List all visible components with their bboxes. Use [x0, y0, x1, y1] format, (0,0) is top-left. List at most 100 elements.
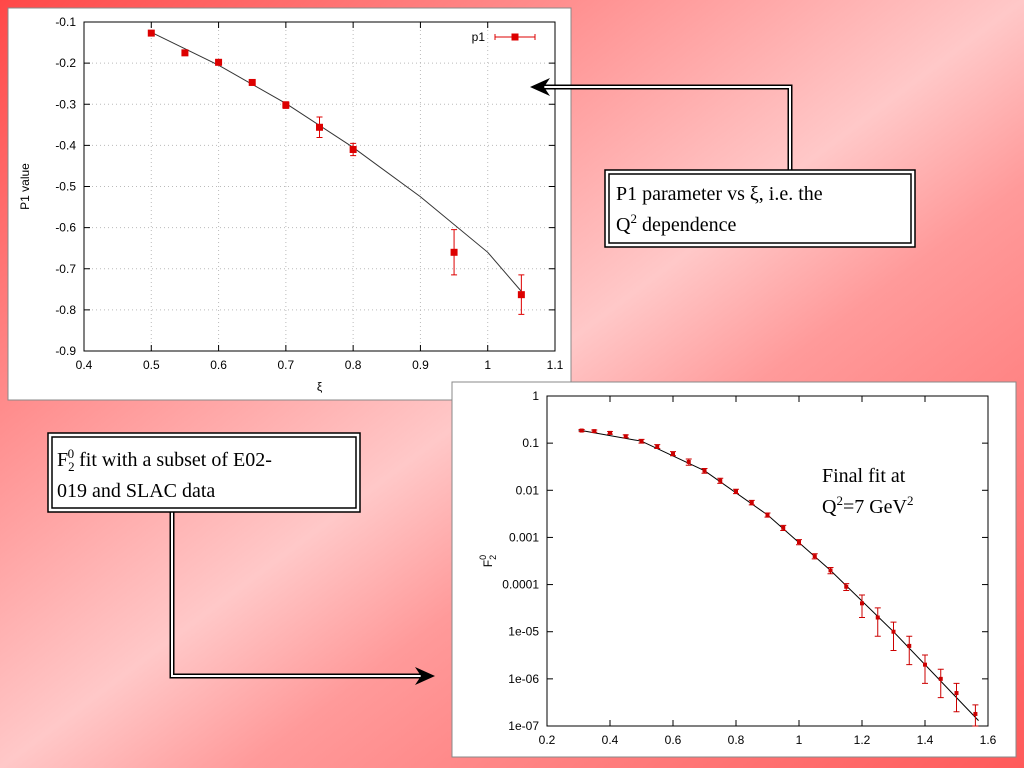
data-point	[875, 615, 880, 620]
plot-frame	[546, 395, 989, 727]
chart2-panel	[451, 381, 1017, 758]
data-point	[907, 643, 912, 648]
y-tick-label: 1e-07	[508, 719, 539, 733]
y-axis-label: P1 value	[18, 163, 32, 210]
arrow-2	[169, 512, 435, 685]
arrow-1	[530, 78, 793, 170]
x-tick-label: 0.5	[143, 358, 160, 372]
y-tick-label: -0.8	[55, 303, 76, 317]
x-tick-label: 0.6	[665, 733, 682, 747]
x-tick-label: 1.1	[547, 358, 564, 372]
note-text: P1 parameter vs ξ, i.e. the	[616, 183, 823, 205]
charts: -0.9 -0.8 -0.7 -0.6 -0.5 -0.4 -0.3 -0.2 -0.1 0.4 0…	[18, 15, 997, 747]
data-point	[671, 451, 675, 456]
y-tick-label: 0.01	[516, 483, 540, 497]
data-point	[248, 78, 256, 86]
y-tick-label: -0.3	[55, 97, 76, 111]
data-point	[860, 601, 864, 606]
data-point	[316, 123, 323, 131]
error-bar	[859, 594, 865, 619]
data-point	[215, 58, 223, 66]
data-point	[781, 525, 786, 530]
data-point	[450, 248, 458, 256]
data-point	[282, 101, 290, 109]
final-fit-note: Final fit at Q2=7 GeV2	[822, 465, 914, 518]
x-tick-label: 0.9	[412, 358, 429, 372]
data-point	[734, 489, 738, 494]
data-point	[797, 539, 801, 544]
y-tick-label: -0.1	[55, 15, 76, 29]
x-tick-label: 1.4	[917, 733, 934, 747]
data-point	[181, 49, 189, 57]
error-bar	[890, 621, 897, 651]
data-point	[954, 691, 959, 696]
data-point	[828, 568, 833, 573]
y-tick-label: -0.6	[55, 221, 76, 235]
y-tick-label: -0.2	[55, 56, 76, 70]
y-tick-label: -0.5	[55, 180, 76, 194]
data-point	[844, 584, 849, 589]
x-tick-label: 1.2	[854, 733, 871, 747]
data-point	[623, 434, 628, 439]
y-tick-label: 1e-05	[508, 625, 539, 639]
data-point	[765, 512, 770, 517]
x-tick-label: 0.6	[210, 358, 227, 372]
y-tick-label: 1	[532, 389, 539, 403]
data-point	[147, 29, 155, 37]
x-tick-label: 0.7	[278, 358, 295, 372]
data-point	[973, 711, 978, 716]
data-point	[749, 500, 754, 505]
note-text: 019 and SLAC data	[57, 480, 215, 502]
x-tick-label: 0.2	[539, 733, 556, 747]
x-tick-label: 1.6	[980, 733, 997, 747]
legend-symbol	[511, 33, 519, 41]
y-tick-label: 1e-06	[508, 672, 539, 686]
legend-label: p1	[472, 30, 486, 44]
x-tick-label: 1	[484, 358, 491, 372]
y-tick-label: 0.1	[522, 436, 539, 450]
note-text: Q2 dependence	[616, 211, 736, 236]
y-axis-label-part: 2	[488, 555, 498, 560]
x-tick-label: 0.8	[728, 733, 745, 747]
data-point	[923, 662, 927, 667]
y-axis-label-part: 0	[478, 555, 488, 560]
note-text: Final fit at	[822, 465, 906, 487]
y-tick-label: -0.9	[55, 344, 76, 358]
x-tick-label: 1	[796, 733, 803, 747]
p1-note: P1 parameter vs ξ, i.e. the Q2 dependenc…	[604, 169, 916, 248]
y-tick-label: -0.4	[55, 138, 76, 152]
y-tick-label: -0.7	[55, 262, 76, 276]
error-bar	[922, 654, 928, 684]
note-text: Q2=7 GeV2	[822, 493, 914, 518]
data-point	[639, 439, 644, 444]
x-tick-label: 0.4	[602, 733, 619, 747]
data-point	[592, 429, 597, 434]
data-point	[718, 478, 723, 483]
data-point	[655, 444, 660, 449]
x-tick-label: 0.4	[76, 358, 93, 372]
note-text: F20 fit with a subset of E02-	[57, 446, 272, 474]
x-axis-label: ξ	[317, 380, 323, 394]
chart1-panel	[7, 7, 572, 401]
x-tick-label: 0.8	[345, 358, 362, 372]
y-tick-label: 0.0001	[502, 578, 539, 592]
f2-note: F20 fit with a subset of E02- 019 and SL…	[47, 432, 361, 513]
data-point	[608, 430, 612, 435]
error-bar	[906, 635, 913, 666]
error-bar	[874, 607, 881, 637]
data-point	[891, 629, 896, 634]
data-point	[349, 145, 357, 153]
data-point	[812, 554, 817, 559]
data-point	[517, 291, 525, 299]
data-point	[686, 459, 691, 464]
y-tick-label: 0.001	[509, 530, 539, 544]
data-point	[702, 468, 707, 473]
y-axis-label-part: F	[481, 560, 495, 567]
data-point	[579, 428, 584, 433]
error-bar	[953, 682, 960, 713]
plot-frame	[83, 21, 556, 352]
y-axis-label: F20	[478, 555, 498, 567]
error-bar	[937, 668, 944, 699]
